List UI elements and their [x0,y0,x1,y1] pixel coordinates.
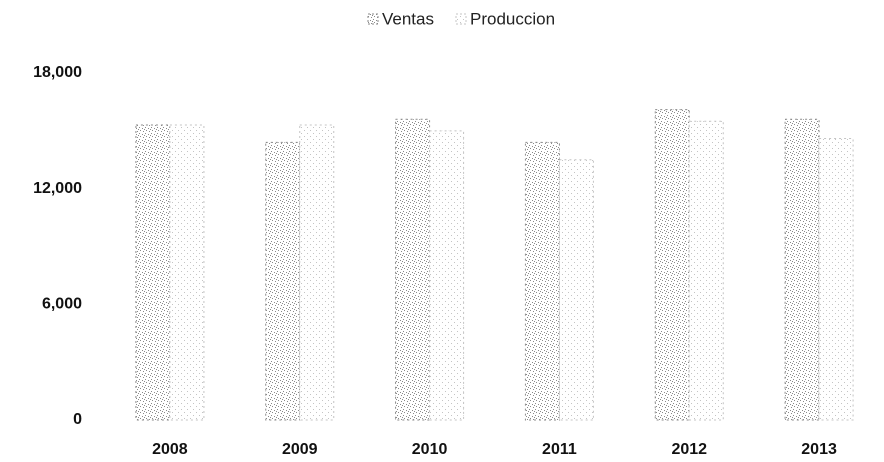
x-tick-label: 2013 [801,441,837,458]
legend-swatch [455,13,467,25]
x-tick-label: 2010 [412,441,448,458]
bar [654,109,690,421]
legend-label: Produccion [470,9,555,28]
bar [524,141,560,421]
bar [784,118,820,421]
bar [265,141,301,421]
y-tick-label: 6,000 [42,296,82,313]
bar [299,124,335,421]
bar [558,159,594,421]
x-tick-label: 2011 [542,441,577,458]
bar [169,124,205,421]
x-tick-label: 2012 [671,441,707,458]
x-tick-label: 2008 [152,441,188,458]
bar [429,130,465,421]
y-tick-label: 0 [73,411,82,428]
bar [135,124,171,421]
bar [818,138,854,421]
x-tick-label: 2009 [282,441,318,458]
bar [688,120,724,421]
bar [395,118,431,421]
y-tick-label: 18,000 [33,64,82,81]
legend-label: Ventas [382,9,434,28]
y-tick-label: 12,000 [33,180,82,197]
legend-swatch [367,13,379,25]
